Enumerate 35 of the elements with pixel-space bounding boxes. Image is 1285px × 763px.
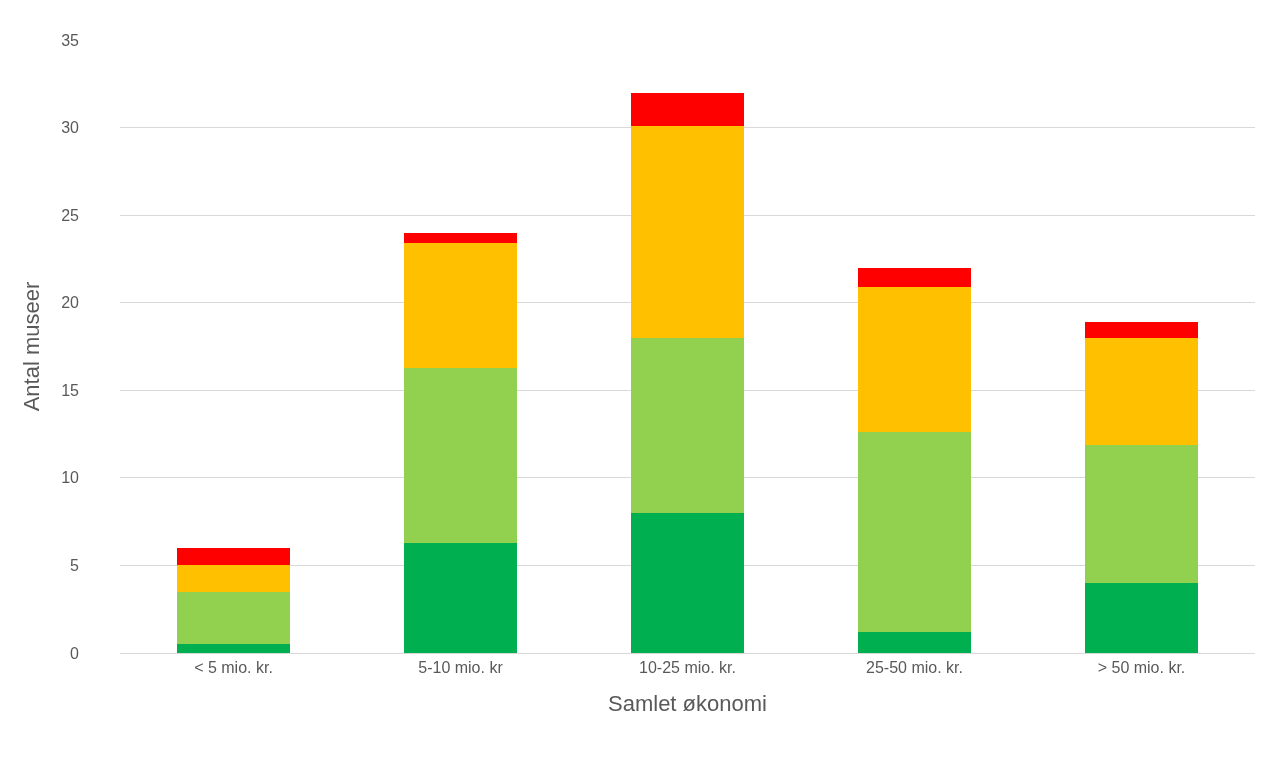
bar bbox=[176, 591, 291, 645]
bar bbox=[857, 631, 972, 653]
bar bbox=[403, 232, 518, 244]
bar bbox=[630, 337, 745, 513]
bar bbox=[630, 92, 745, 126]
x-tick-label: 10-25 mio. kr. bbox=[639, 659, 736, 677]
bar bbox=[176, 547, 291, 566]
y-tick-label: 5 bbox=[70, 557, 80, 575]
x-axis-title: Samlet økonomi bbox=[608, 691, 767, 717]
bar bbox=[630, 512, 745, 653]
bar bbox=[176, 644, 291, 653]
y-tick-label: 20 bbox=[61, 294, 80, 312]
bar bbox=[857, 286, 972, 433]
y-tick-label: 35 bbox=[61, 31, 80, 49]
y-tick-label: 15 bbox=[61, 381, 80, 399]
y-tick-label: 25 bbox=[61, 206, 80, 224]
bar bbox=[1084, 321, 1199, 338]
bar bbox=[1084, 444, 1199, 583]
x-tick-label: < 5 mio. kr. bbox=[194, 659, 273, 677]
bar bbox=[403, 542, 518, 653]
x-tick-label: > 50 mio. kr. bbox=[1097, 659, 1186, 677]
y-tick-label: 10 bbox=[61, 469, 80, 487]
bar bbox=[857, 432, 972, 632]
bar bbox=[403, 243, 518, 368]
bar bbox=[176, 565, 291, 592]
bar bbox=[1084, 582, 1199, 653]
y-tick-label: 30 bbox=[61, 119, 80, 137]
y-axis-title: Antal museer bbox=[19, 281, 44, 412]
x-tick-label: 25-50 mio. kr. bbox=[866, 659, 963, 677]
x-tick-label: 5-10 mio. kr bbox=[418, 659, 504, 677]
y-tick-label: 0 bbox=[70, 644, 80, 662]
bar bbox=[630, 125, 745, 338]
bar bbox=[1084, 337, 1199, 445]
bar bbox=[857, 267, 972, 287]
bar bbox=[403, 367, 518, 543]
